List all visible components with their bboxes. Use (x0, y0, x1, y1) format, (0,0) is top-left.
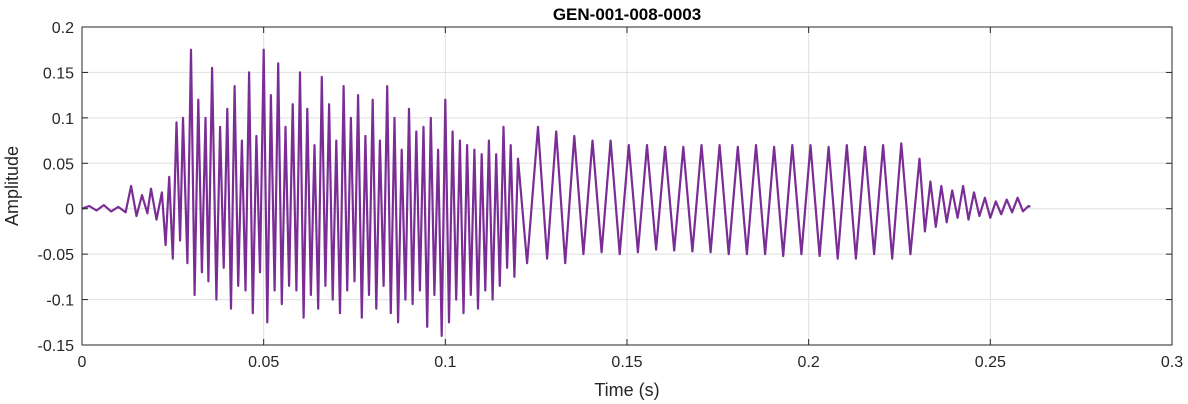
chart-title: GEN-001-008-0003 (553, 5, 701, 24)
y-axis-label: Amplitude (2, 146, 22, 226)
y-tick-label: 0.05 (43, 156, 74, 173)
x-tick-label: 0.05 (248, 354, 279, 371)
y-tick-label: 0.1 (52, 111, 74, 128)
y-tick-label: -0.05 (38, 247, 75, 264)
y-tick-label: 0 (65, 202, 74, 219)
y-tick-label: 0.15 (43, 65, 74, 82)
series-line-0 (81, 48, 1031, 337)
x-tick-label: 0.2 (798, 354, 820, 371)
y-tick-label: -0.1 (46, 293, 74, 310)
y-tick-label: -0.15 (38, 338, 75, 355)
x-tick-label: 0 (78, 354, 87, 371)
x-tick-label: 0.3 (1161, 354, 1183, 371)
x-tick-label: 0.1 (434, 354, 456, 371)
series-group (81, 48, 1031, 337)
x-axis-label: Time (s) (594, 380, 659, 400)
x-tick-label: 0.15 (611, 354, 642, 371)
ticks-group: 0 0.05 0.1 0.15 0.2 0.25 0.3 -0.15 -0.1 -0.05 0 0.0… (38, 20, 1184, 371)
x-tick-label: 0.25 (975, 354, 1006, 371)
y-tick-label: 0.2 (52, 20, 74, 37)
